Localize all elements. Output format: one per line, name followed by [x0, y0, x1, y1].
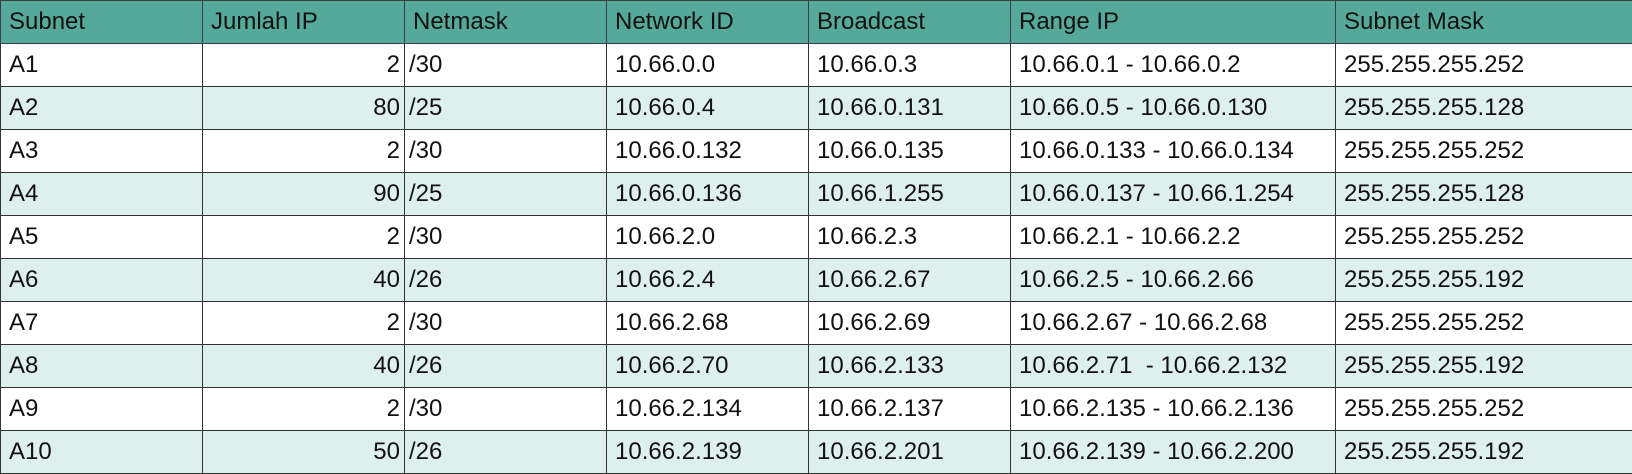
cell-subnet-mask[interactable]: 255.255.255.192	[1336, 259, 1632, 302]
cell-network-id[interactable]: 10.66.2.0	[607, 216, 809, 259]
table-row: A1 2 /30 10.66.0.0 10.66.0.3 10.66.0.1 -…	[1, 44, 1632, 87]
cell-range-ip[interactable]: 10.66.0.137 - 10.66.1.254	[1011, 173, 1336, 216]
cell-broadcast[interactable]: 10.66.2.69	[809, 302, 1011, 345]
cell-jumlah-ip[interactable]: 2	[203, 216, 405, 259]
cell-range-ip[interactable]: 10.66.2.139 - 10.66.2.200	[1011, 431, 1336, 474]
cell-jumlah-ip[interactable]: 50	[203, 431, 405, 474]
cell-broadcast[interactable]: 10.66.2.201	[809, 431, 1011, 474]
cell-range-ip[interactable]: 10.66.2.135 - 10.66.2.136	[1011, 388, 1336, 431]
cell-jumlah-ip[interactable]: 2	[203, 302, 405, 345]
cell-network-id[interactable]: 10.66.2.70	[607, 345, 809, 388]
cell-netmask[interactable]: /30	[405, 44, 607, 87]
cell-subnet[interactable]: A7	[1, 302, 203, 345]
cell-subnet-mask[interactable]: 255.255.255.252	[1336, 216, 1632, 259]
cell-range-ip[interactable]: 10.66.2.67 - 10.66.2.68	[1011, 302, 1336, 345]
header-cell-subnet[interactable]: Subnet	[1, 1, 203, 44]
cell-jumlah-ip[interactable]: 2	[203, 44, 405, 87]
table-row: A6 40 /26 10.66.2.4 10.66.2.67 10.66.2.5…	[1, 259, 1632, 302]
header-cell-range-ip[interactable]: Range IP	[1011, 1, 1336, 44]
table-row: A10 50 /26 10.66.2.139 10.66.2.201 10.66…	[1, 431, 1632, 474]
cell-range-ip[interactable]: 10.66.0.133 - 10.66.0.134	[1011, 130, 1336, 173]
cell-netmask[interactable]: /26	[405, 345, 607, 388]
cell-jumlah-ip[interactable]: 90	[203, 173, 405, 216]
cell-broadcast[interactable]: 10.66.0.131	[809, 87, 1011, 130]
cell-network-id[interactable]: 10.66.2.139	[607, 431, 809, 474]
cell-jumlah-ip[interactable]: 40	[203, 345, 405, 388]
table-row: A4 90 /25 10.66.0.136 10.66.1.255 10.66.…	[1, 173, 1632, 216]
cell-subnet[interactable]: A4	[1, 173, 203, 216]
cell-network-id[interactable]: 10.66.2.4	[607, 259, 809, 302]
cell-network-id[interactable]: 10.66.0.0	[607, 44, 809, 87]
cell-subnet[interactable]: A1	[1, 44, 203, 87]
header-cell-netmask[interactable]: Netmask	[405, 1, 607, 44]
cell-netmask[interactable]: /26	[405, 259, 607, 302]
header-cell-jumlah-ip[interactable]: Jumlah IP	[203, 1, 405, 44]
cell-subnet-mask[interactable]: 255.255.255.192	[1336, 345, 1632, 388]
cell-subnet[interactable]: A3	[1, 130, 203, 173]
cell-network-id[interactable]: 10.66.0.136	[607, 173, 809, 216]
cell-subnet[interactable]: A8	[1, 345, 203, 388]
cell-jumlah-ip[interactable]: 80	[203, 87, 405, 130]
cell-broadcast[interactable]: 10.66.2.67	[809, 259, 1011, 302]
cell-network-id[interactable]: 10.66.2.68	[607, 302, 809, 345]
cell-broadcast[interactable]: 10.66.0.135	[809, 130, 1011, 173]
table-row: A2 80 /25 10.66.0.4 10.66.0.131 10.66.0.…	[1, 87, 1632, 130]
header-cell-broadcast[interactable]: Broadcast	[809, 1, 1011, 44]
cell-jumlah-ip[interactable]: 2	[203, 130, 405, 173]
cell-broadcast[interactable]: 10.66.0.3	[809, 44, 1011, 87]
cell-jumlah-ip[interactable]: 40	[203, 259, 405, 302]
cell-range-ip[interactable]: 10.66.2.5 - 10.66.2.66	[1011, 259, 1336, 302]
cell-netmask[interactable]: /30	[405, 388, 607, 431]
spreadsheet-grid: Subnet Jumlah IP Netmask Network ID Broa…	[0, 0, 1632, 460]
cell-subnet-mask[interactable]: 255.255.255.252	[1336, 302, 1632, 345]
cell-subnet-mask[interactable]: 255.255.255.252	[1336, 44, 1632, 87]
cell-netmask[interactable]: /25	[405, 173, 607, 216]
cell-range-ip[interactable]: 10.66.0.1 - 10.66.0.2	[1011, 44, 1336, 87]
cell-subnet[interactable]: A10	[1, 431, 203, 474]
cell-subnet-mask[interactable]: 255.255.255.128	[1336, 87, 1632, 130]
cell-netmask[interactable]: /30	[405, 130, 607, 173]
table-row: A7 2 /30 10.66.2.68 10.66.2.69 10.66.2.6…	[1, 302, 1632, 345]
cell-broadcast[interactable]: 10.66.1.255	[809, 173, 1011, 216]
cell-range-ip[interactable]: 10.66.2.1 - 10.66.2.2	[1011, 216, 1336, 259]
cell-netmask[interactable]: /30	[405, 302, 607, 345]
cell-netmask[interactable]: /25	[405, 87, 607, 130]
cell-network-id[interactable]: 10.66.2.134	[607, 388, 809, 431]
cell-jumlah-ip[interactable]: 2	[203, 388, 405, 431]
cell-broadcast[interactable]: 10.66.2.137	[809, 388, 1011, 431]
cell-range-ip[interactable]: 10.66.2.71 - 10.66.2.132	[1011, 345, 1336, 388]
cell-netmask[interactable]: /26	[405, 431, 607, 474]
header-row: Subnet Jumlah IP Netmask Network ID Broa…	[1, 1, 1632, 44]
cell-subnet-mask[interactable]: 255.255.255.128	[1336, 173, 1632, 216]
cell-subnet-mask[interactable]: 255.255.255.252	[1336, 388, 1632, 431]
cell-subnet-mask[interactable]: 255.255.255.252	[1336, 130, 1632, 173]
header-cell-subnet-mask[interactable]: Subnet Mask	[1336, 1, 1632, 44]
cell-broadcast[interactable]: 10.66.2.133	[809, 345, 1011, 388]
cell-network-id[interactable]: 10.66.0.4	[607, 87, 809, 130]
table-body: A1 2 /30 10.66.0.0 10.66.0.3 10.66.0.1 -…	[1, 44, 1632, 474]
cell-network-id[interactable]: 10.66.0.132	[607, 130, 809, 173]
cell-subnet[interactable]: A6	[1, 259, 203, 302]
cell-broadcast[interactable]: 10.66.2.3	[809, 216, 1011, 259]
cell-range-ip[interactable]: 10.66.0.5 - 10.66.0.130	[1011, 87, 1336, 130]
cell-subnet[interactable]: A9	[1, 388, 203, 431]
header-cell-network-id[interactable]: Network ID	[607, 1, 809, 44]
cell-subnet-mask[interactable]: 255.255.255.192	[1336, 431, 1632, 474]
cell-netmask[interactable]: /30	[405, 216, 607, 259]
table-row: A9 2 /30 10.66.2.134 10.66.2.137 10.66.2…	[1, 388, 1632, 431]
table-row: A8 40 /26 10.66.2.70 10.66.2.133 10.66.2…	[1, 345, 1632, 388]
table-row: A5 2 /30 10.66.2.0 10.66.2.3 10.66.2.1 -…	[1, 216, 1632, 259]
cell-subnet[interactable]: A5	[1, 216, 203, 259]
cell-subnet[interactable]: A2	[1, 87, 203, 130]
table-row: A3 2 /30 10.66.0.132 10.66.0.135 10.66.0…	[1, 130, 1632, 173]
